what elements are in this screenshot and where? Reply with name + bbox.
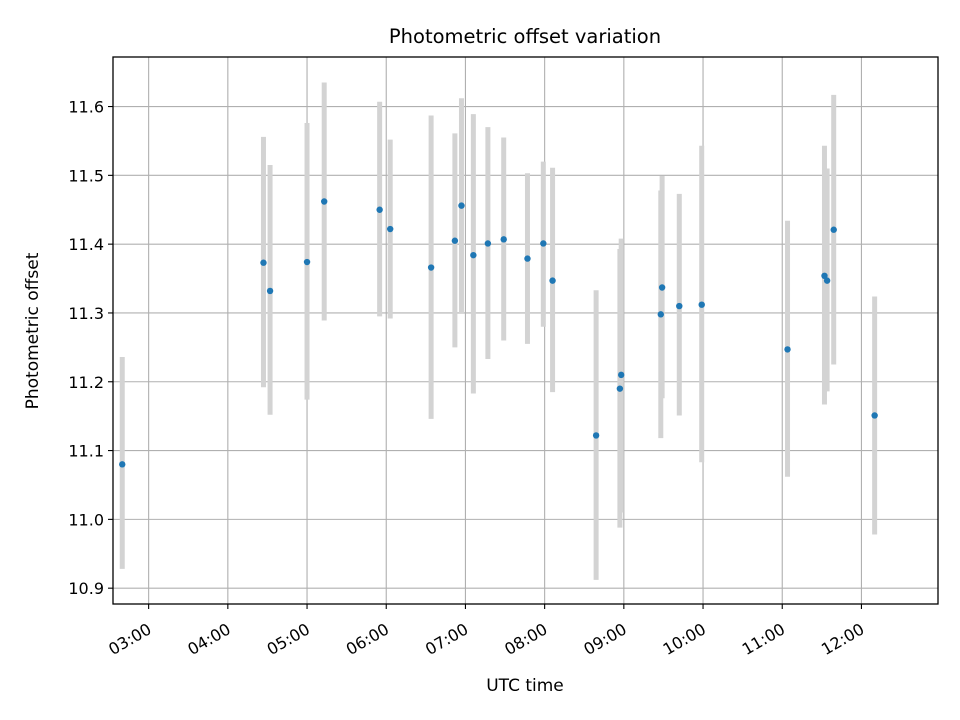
data-point [823,277,831,284]
data-point [500,236,507,243]
y-tick-label: 11.4 [68,235,104,254]
y-tick-label: 11.3 [68,304,104,323]
data-point [592,432,600,439]
x-tick-label: 12:00 [818,619,867,659]
data-point [321,198,328,205]
x-tick-label: 09:00 [580,619,629,659]
data-point [821,272,828,279]
data-point [676,302,683,310]
x-tick-label: 08:00 [501,619,550,659]
y-tick-label: 11.2 [68,373,104,392]
y-tick-label: 11.1 [68,442,104,461]
data-point [303,258,311,266]
x-axis-title: UTC time [486,676,564,696]
data-point [119,461,126,468]
x-tick-label: 10:00 [660,619,709,659]
y-tick-label: 11.6 [68,98,104,117]
data-point [698,301,705,308]
data-point [657,311,664,318]
data-point [484,240,492,247]
chart-title: Photometric offset variation [389,25,661,48]
x-tick-label: 05:00 [264,619,313,659]
y-axis-title: Photometric offset [23,252,43,409]
data-point [540,240,547,247]
x-tick-label: 03:00 [105,619,154,659]
data-point [260,259,267,266]
y-tick-label: 11.0 [68,510,104,529]
data-point [387,225,394,233]
y-tick-label: 10.9 [68,579,104,598]
data-point [524,255,531,262]
data-point [871,412,878,419]
data-point [658,284,666,291]
data-point [470,251,477,259]
data-point [458,202,465,209]
data-point [830,226,837,233]
data-point [616,385,624,392]
x-tick-label: 11:00 [739,619,788,659]
data-point [784,346,791,353]
data-point [376,206,383,213]
x-tick-label: 07:00 [422,619,471,659]
data-point [451,237,459,244]
x-tick-label: 06:00 [343,619,392,659]
y-tick-label: 11.5 [68,166,104,185]
data-point [549,277,556,284]
tick-layer: 03:00 04:00 05:00 06:00 07:00 08:00 09:00 10:00… [68,98,867,659]
data-point [266,287,274,295]
data-point [618,371,625,379]
data-point [427,264,435,271]
plot-frame [112,56,939,605]
errorbar-layer [119,82,878,580]
point-layer [119,198,878,468]
x-tick-label: 04:00 [184,619,233,659]
